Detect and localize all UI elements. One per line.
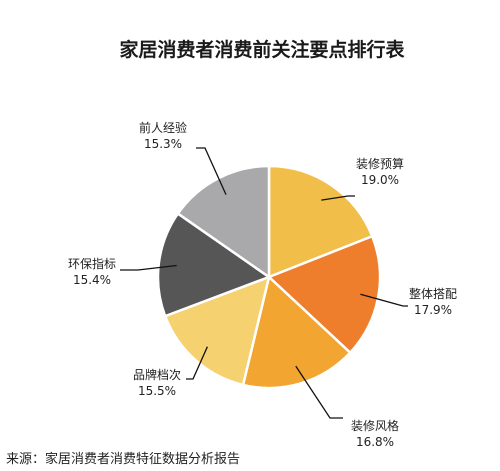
leader-line-6 [196, 147, 227, 195]
leader-line-1 [321, 195, 355, 201]
slice-value-3: 16.8% [356, 435, 394, 449]
pie-slice-3 [241, 275, 352, 390]
leader-line-4 [186, 346, 208, 380]
slice-label-4: 品牌档次 [133, 368, 181, 382]
slice-label-5: 环保指标 [68, 256, 116, 271]
slice-value-5: 15.4% [73, 273, 111, 287]
source-note: 来源：家居消费者消费特征数据分析报告 [6, 451, 240, 467]
slice-value-1: 19.0% [361, 173, 399, 187]
slice-labels: 装修预算 19.0% 整体搭配 17.9% 装修风格 16.8% 品牌档次 15.5% 环保指标… [68, 120, 457, 449]
chart-title: 家居消费者消费前关注要点排行表 [119, 38, 405, 61]
slice-value-6: 15.3% [144, 137, 182, 151]
slice-label-2: 整体搭配 [409, 286, 457, 301]
pie-slice-2 [267, 235, 382, 354]
slice-value-4: 15.5% [138, 384, 176, 398]
leader-line-5 [120, 264, 177, 271]
leader-lines [120, 147, 408, 419]
pie-slice-6 [176, 164, 271, 279]
pie-slice-5 [156, 212, 271, 318]
pie-slice-4 [163, 275, 271, 387]
slice-label-6: 前人经验 [139, 120, 187, 135]
leader-line-2 [360, 293, 408, 307]
slice-value-2: 17.9% [414, 303, 452, 317]
slice-label-1: 装修预算 [356, 156, 404, 171]
slice-label-3: 装修风格 [351, 418, 399, 433]
leader-line-3 [295, 365, 343, 419]
pie-slices [156, 164, 382, 390]
pie-slice-1 [267, 164, 374, 279]
